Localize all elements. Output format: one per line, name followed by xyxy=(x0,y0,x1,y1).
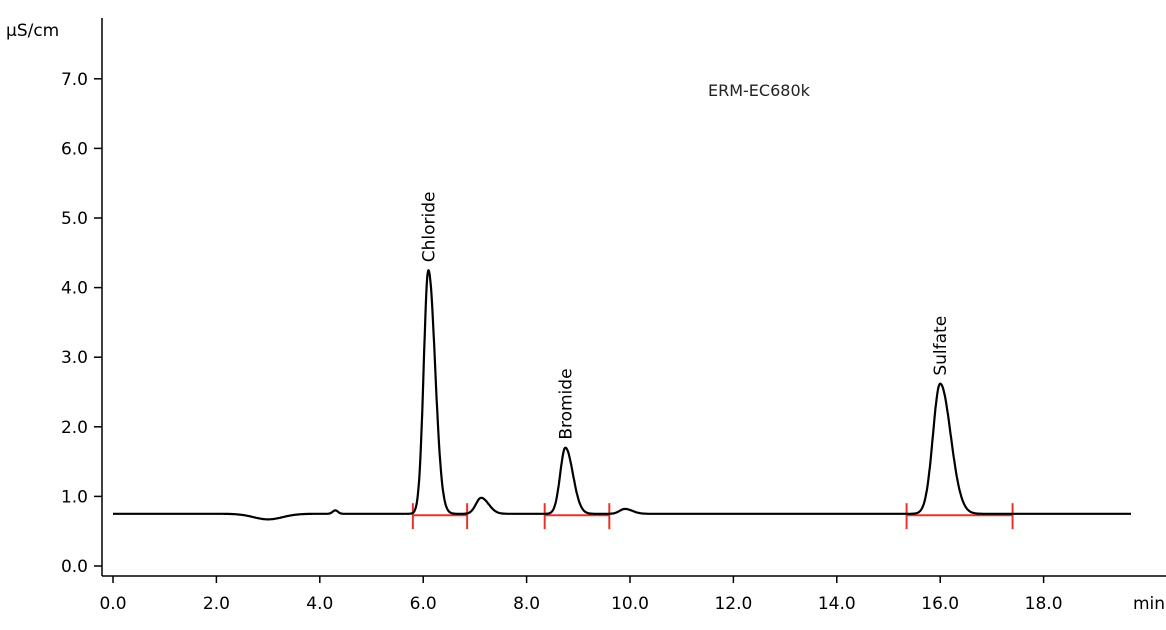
peak-label-sulfate: Sulfate xyxy=(931,316,951,376)
y-tick-label: 1.0 xyxy=(61,487,88,507)
x-ticks: 0.0 2.0 4.0 6.0 8.0 10.0 12.0 14.0 16.0 18.0 xyxy=(99,576,1063,614)
x-tick-label: 10.0 xyxy=(611,594,649,614)
y-tick-label: 7.0 xyxy=(61,70,88,90)
integration-markers xyxy=(411,503,1014,530)
x-tick-label: 4.0 xyxy=(306,594,333,614)
y-tick-label: 2.0 xyxy=(61,418,88,438)
y-tick-label: 5.0 xyxy=(61,209,88,229)
chromatogram-trace xyxy=(112,269,1132,521)
chart-title: ERM-EC680k xyxy=(708,81,811,100)
y-axis-unit: µS/cm xyxy=(6,21,59,41)
peak-label-chloride: Chloride xyxy=(419,191,439,262)
x-tick-label: 0.0 xyxy=(99,594,126,614)
x-tick-label: 8.0 xyxy=(513,594,540,614)
x-axis-unit: min xyxy=(1133,594,1165,614)
x-tick-label: 6.0 xyxy=(410,594,437,614)
y-tick-label: 0.0 xyxy=(61,557,88,577)
y-tick-label: 3.0 xyxy=(61,348,88,368)
x-tick-label: 14.0 xyxy=(818,594,856,614)
x-tick-label: 16.0 xyxy=(921,594,959,614)
y-tick-label: 6.0 xyxy=(61,139,88,159)
y-tick-label: 4.0 xyxy=(61,279,88,299)
peak-label-bromide: Bromide xyxy=(556,368,576,439)
peak-labels: Chloride Bromide Sulfate xyxy=(419,191,951,439)
x-tick-label: 18.0 xyxy=(1025,594,1063,614)
x-tick-label: 12.0 xyxy=(714,594,752,614)
x-tick-label: 2.0 xyxy=(203,594,230,614)
y-ticks: 0.0 1.0 2.0 3.0 4.0 5.0 6.0 7.0 xyxy=(61,70,102,577)
